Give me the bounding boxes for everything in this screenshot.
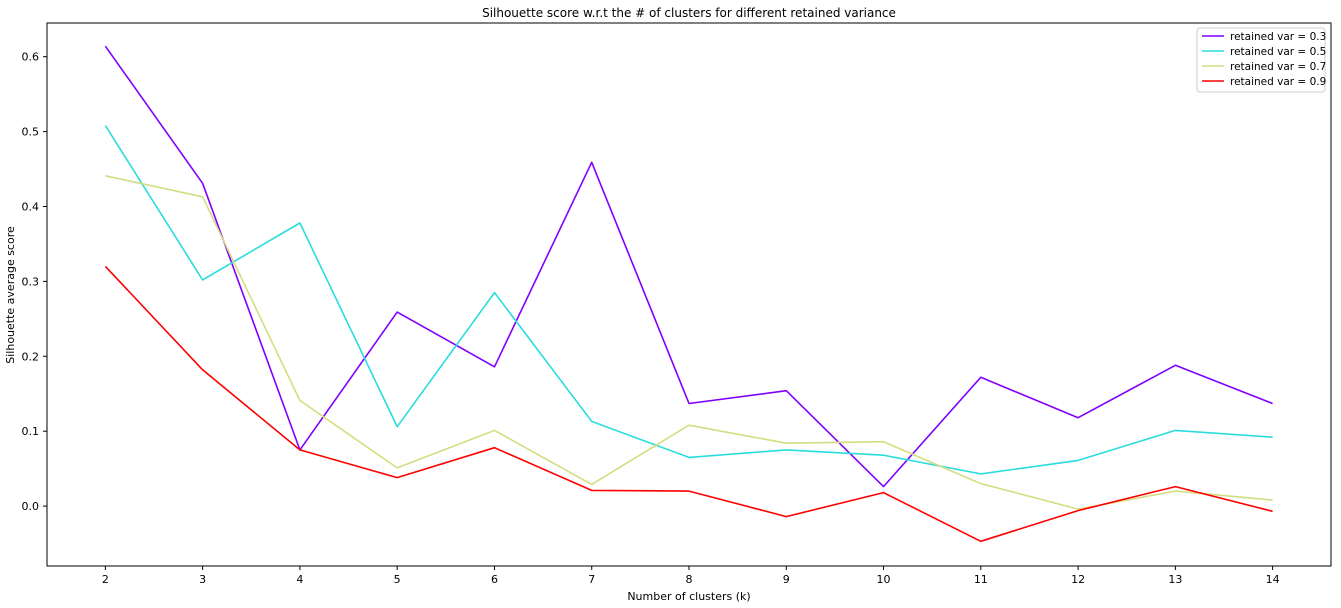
x-tick-label: 13 [1168, 573, 1182, 586]
x-tick-label: 5 [394, 573, 401, 586]
y-tick-label: 0.6 [22, 51, 40, 64]
legend: retained var = 0.3 retained var = 0.5 reta… [1196, 27, 1326, 93]
x-tick-label: 12 [1071, 573, 1085, 586]
plot-frame [46, 22, 1332, 567]
series-line-retained-var-0-7 [105, 175, 1273, 510]
series-lines [104, 45, 1273, 543]
x-tick-label: 7 [588, 573, 595, 586]
y-axis-title: Silhouette average score [4, 226, 17, 364]
x-axis-title: Number of clusters (k) [627, 590, 750, 603]
x-tick-label: 2 [102, 573, 109, 586]
chart-title: Silhouette score w.r.t the # of clusters… [482, 6, 896, 20]
legend-label: retained var = 0.7 [1230, 61, 1326, 73]
y-tick-label: 0.1 [22, 425, 40, 438]
y-tick-label: 0.4 [22, 200, 40, 213]
y-tick-label: 0.3 [22, 275, 40, 288]
legend-label: retained var = 0.3 [1230, 31, 1326, 43]
y-tick-label: 0.2 [22, 350, 40, 363]
x-tick-label: 8 [686, 573, 693, 586]
series-line-retained-var-0-9 [104, 265, 1273, 543]
legend-label: retained var = 0.5 [1230, 46, 1326, 58]
x-tick-label: 3 [199, 573, 206, 586]
x-axis: 2 3 4 5 6 7 8 9 10 11 12 13 14 [102, 566, 1280, 586]
series-line-retained-var-0-3 [104, 45, 1273, 488]
x-tick-label: 14 [1266, 573, 1280, 586]
x-tick-label: 4 [296, 573, 303, 586]
series-line-retained-var-0-5 [104, 125, 1273, 475]
y-axis: 0.0 0.1 0.2 0.3 0.4 0.5 0.6 [22, 51, 47, 513]
legend-box [1196, 27, 1326, 93]
y-tick-label: 0.5 [22, 126, 40, 139]
legend-label: retained var = 0.9 [1230, 76, 1326, 88]
x-tick-label: 10 [877, 573, 891, 586]
x-tick-label: 9 [783, 573, 790, 586]
x-tick-label: 11 [974, 573, 988, 586]
x-tick-label: 6 [491, 573, 498, 586]
y-tick-label: 0.0 [22, 500, 40, 513]
